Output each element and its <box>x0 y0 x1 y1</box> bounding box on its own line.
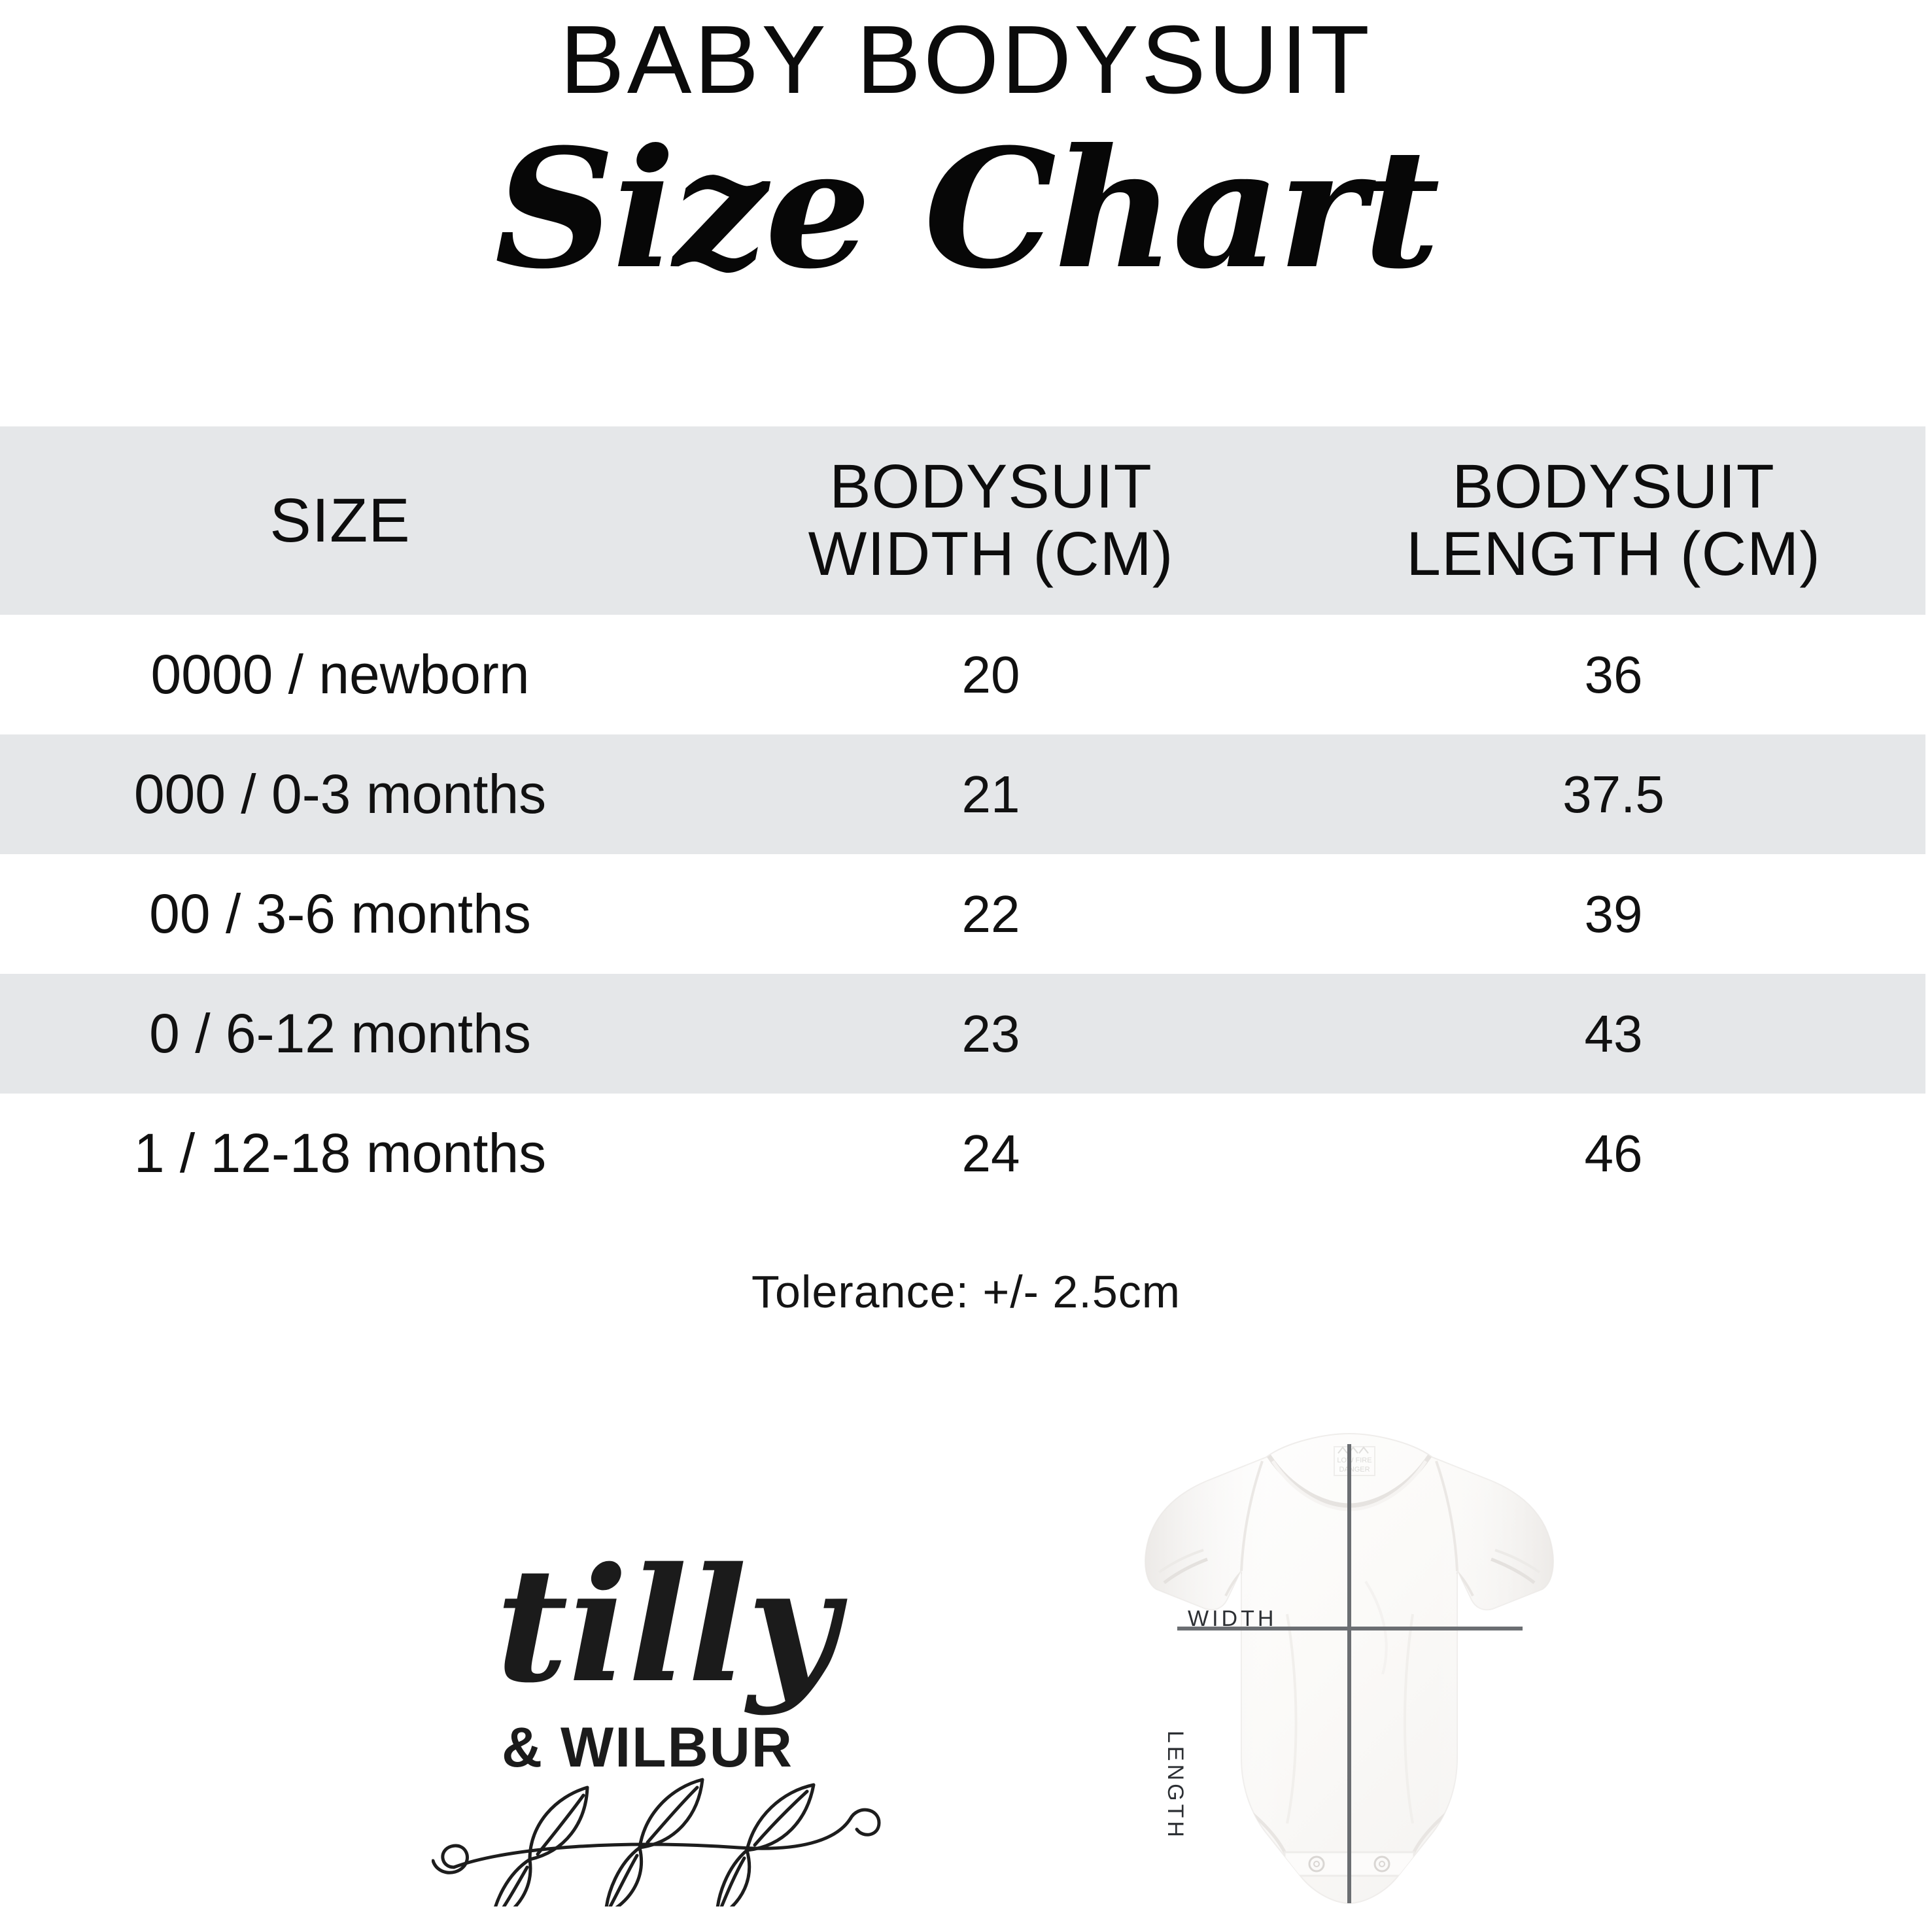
cell-width: 24 <box>961 1124 1020 1182</box>
cell-size: 00 / 3-6 months <box>149 883 531 944</box>
table-row: 0 / 6-12 months 23 43 <box>0 974 1925 1094</box>
baby-bodysuit-illustration: LOW FIRE DANGER <box>1145 1432 1554 1905</box>
column-header-width: BODYSUIT WIDTH (CM) <box>680 453 1302 587</box>
svg-text:DANGER: DANGER <box>1339 1466 1370 1474</box>
table-row: 0000 / newborn 20 36 <box>0 615 1925 734</box>
column-header-length: BODYSUIT LENGTH (CM) <box>1302 453 1925 587</box>
brand-wordmark: tilly <box>496 1533 838 1717</box>
table-row: 000 / 0-3 months 21 37.5 <box>0 734 1925 854</box>
length-measure-label: LENGTH <box>1163 1731 1188 1840</box>
width-measure-label: WIDTH <box>1188 1606 1277 1631</box>
cell-size: 0000 / newborn <box>150 644 530 705</box>
product-image: LOW FIRE DANGER WIDTH LENGTH <box>1091 1418 1608 1932</box>
cell-width: 22 <box>961 884 1020 943</box>
column-header-width-line2: WIDTH (CM) <box>808 519 1174 589</box>
care-tag: LOW FIRE DANGER <box>1334 1446 1375 1476</box>
cell-length: 36 <box>1584 645 1643 704</box>
measurement-guides <box>1177 1444 1523 1903</box>
snap-buttons <box>1308 1855 1390 1872</box>
brand-logo: tilly & WILBUR <box>419 1547 916 1913</box>
cell-size: 000 / 0-3 months <box>133 763 547 825</box>
column-header-width-line1: BODYSUIT <box>829 452 1152 522</box>
table-header-row: SIZE BODYSUIT WIDTH (CM) BODYSUIT LENGTH… <box>0 426 1925 615</box>
page-title: BABY BODYSUIT <box>560 6 1372 114</box>
column-header-length-line1: BODYSUIT <box>1452 452 1775 522</box>
cell-width: 20 <box>961 645 1020 704</box>
cell-length: 37.5 <box>1562 765 1665 823</box>
page-subtitle-script: Size Chart <box>494 112 1440 305</box>
cell-length: 43 <box>1584 1004 1643 1063</box>
column-header-size-line1: SIZE <box>269 485 411 555</box>
svg-text:LOW FIRE: LOW FIRE <box>1337 1457 1371 1464</box>
page-title-block: BABY BODYSUIT Size Chart <box>0 12 1932 305</box>
table-row: 00 / 3-6 months 22 39 <box>0 854 1925 974</box>
brand-subtext: & WILBUR <box>502 1716 793 1779</box>
column-header-size: SIZE <box>0 487 680 555</box>
tolerance-note: Tolerance: +/- 2.5cm <box>751 1266 1181 1317</box>
cell-width: 21 <box>961 765 1020 823</box>
table-row: 1 / 12-18 months 24 46 <box>0 1094 1925 1213</box>
cell-length: 39 <box>1584 884 1643 943</box>
cell-size: 1 / 12-18 months <box>133 1122 547 1184</box>
cell-length: 46 <box>1584 1124 1643 1182</box>
cell-size: 0 / 6-12 months <box>149 1003 531 1064</box>
size-chart-table: SIZE BODYSUIT WIDTH (CM) BODYSUIT LENGTH… <box>0 426 1925 1213</box>
cell-width: 23 <box>961 1004 1020 1063</box>
column-header-length-line2: LENGTH (CM) <box>1406 519 1821 589</box>
leaf-branch-icon <box>432 1778 881 1906</box>
